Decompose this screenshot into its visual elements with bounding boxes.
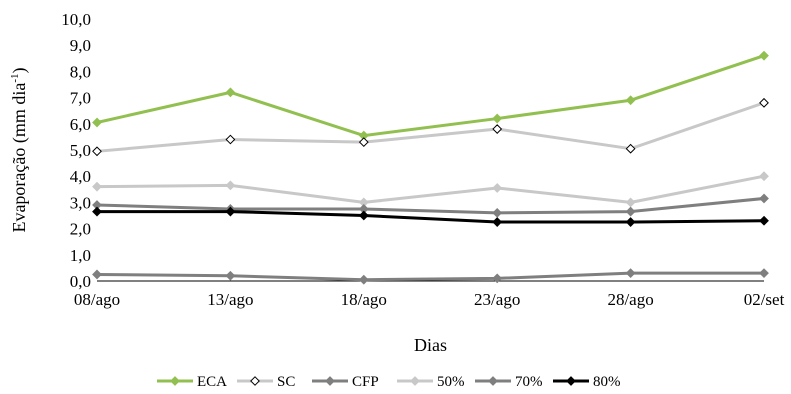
- data-point: [625, 143, 636, 154]
- data-point: [759, 50, 769, 61]
- legend-marker: [488, 376, 498, 386]
- y-tick-label: 7,0: [70, 89, 91, 108]
- data-point: [358, 137, 369, 148]
- y-axis-title-end: ): [9, 67, 30, 73]
- data-point: [492, 217, 503, 227]
- x-tick-labels: 08/ago 13/ago 18/ago 23/ago 28/ago 02/set: [74, 290, 785, 309]
- legend-item: CFP: [312, 374, 379, 390]
- data-point: [492, 113, 503, 124]
- x-tick-label: 23/ago: [474, 290, 520, 309]
- data-point: [492, 183, 503, 193]
- legend-item: ECA: [157, 374, 227, 390]
- series-50pct: [92, 171, 769, 208]
- y-tick-label: 8,0: [70, 62, 91, 81]
- legend-item: SC: [237, 374, 295, 390]
- data-point: [492, 124, 503, 134]
- legend-item: 80%: [553, 374, 621, 390]
- y-axis-title: Evaporação (mm dia-1): [9, 67, 30, 232]
- data-point: [759, 268, 769, 279]
- data-point: [625, 268, 636, 279]
- series-sc: [92, 97, 769, 157]
- y-tick-label: 4,0: [70, 167, 91, 186]
- data-point: [92, 146, 102, 157]
- data-point: [225, 206, 236, 217]
- series-eca: [92, 50, 769, 141]
- legend-marker: [250, 376, 260, 386]
- series-70pct: [92, 193, 769, 218]
- legend-label: ECA: [197, 374, 227, 390]
- x-tick-label: 18/ago: [341, 290, 387, 309]
- data-point: [92, 181, 102, 192]
- y-tick-label: 0,0: [70, 272, 91, 291]
- series-line: [96, 174, 765, 204]
- x-axis-title: Dias: [414, 335, 447, 355]
- y-tick-label: 1,0: [70, 246, 91, 265]
- series-line: [96, 54, 765, 138]
- data-point: [759, 193, 769, 204]
- legend-marker: [410, 376, 420, 386]
- series-line: [96, 271, 764, 282]
- y-axis-title-superscript: -1: [9, 73, 21, 82]
- x-tick-label: 13/ago: [207, 290, 253, 309]
- data-point: [625, 217, 636, 227]
- legend-label: SC: [277, 374, 295, 390]
- series-lines: [92, 50, 769, 285]
- legend-item: 50%: [397, 374, 465, 390]
- x-tick-label: 08/ago: [74, 290, 120, 309]
- data-point: [759, 171, 769, 182]
- data-point: [625, 95, 636, 106]
- data-point: [358, 210, 369, 221]
- data-point: [92, 206, 102, 217]
- data-point: [92, 269, 102, 280]
- legend-label: 70%: [515, 374, 543, 390]
- series-line: [97, 210, 765, 224]
- data-point: [225, 270, 236, 281]
- y-tick-label: 3,0: [70, 193, 91, 212]
- legend-label: CFP: [352, 374, 379, 390]
- data-point: [759, 97, 769, 108]
- data-point: [358, 274, 369, 285]
- x-tick-label: 28/ago: [607, 290, 653, 309]
- legend-marker: [170, 376, 180, 386]
- y-tick-label: 6,0: [70, 115, 91, 134]
- y-tick-labels: 0,0 1,0 2,0 3,0 4,0 5,0 6,0 7,0 8,0 9,0 10,0: [61, 10, 91, 291]
- data-point: [759, 215, 769, 226]
- data-point: [625, 197, 636, 208]
- legend-marker: [566, 376, 576, 386]
- y-axis-title-main: Evaporação (mm dia: [9, 83, 30, 233]
- y-tick-label: 9,0: [70, 36, 91, 55]
- data-point: [92, 117, 102, 128]
- series-cfp: [92, 268, 769, 285]
- data-point: [625, 206, 636, 217]
- data-point: [225, 180, 236, 191]
- y-tick-label: 10,0: [61, 10, 91, 29]
- series-line: [96, 196, 765, 215]
- data-point: [492, 273, 503, 284]
- legend: ECA SC CFP 50% 70% 80%: [157, 374, 621, 390]
- y-tick-label: 2,0: [70, 220, 91, 239]
- data-point: [225, 87, 236, 98]
- legend-marker: [325, 376, 335, 386]
- x-tick-label: 02/set: [744, 290, 785, 309]
- series-80pct: [92, 206, 769, 227]
- y-tick-label: 5,0: [70, 141, 91, 160]
- legend-label: 50%: [437, 374, 465, 390]
- data-point: [225, 134, 236, 145]
- data-point: [492, 207, 503, 218]
- series-line: [96, 101, 765, 153]
- legend-label: 80%: [593, 374, 621, 390]
- legend-item: 70%: [475, 374, 543, 390]
